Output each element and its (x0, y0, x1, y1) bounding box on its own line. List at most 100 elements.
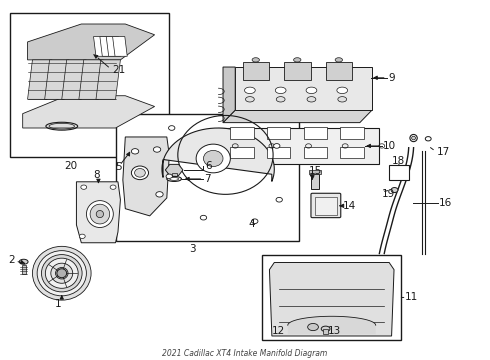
Ellipse shape (55, 267, 68, 279)
Ellipse shape (196, 144, 230, 173)
Ellipse shape (131, 149, 139, 154)
Bar (22, 265, 25, 274)
Ellipse shape (110, 185, 116, 189)
Ellipse shape (245, 96, 254, 102)
Ellipse shape (156, 192, 163, 197)
Ellipse shape (273, 144, 280, 148)
Ellipse shape (251, 219, 258, 224)
Ellipse shape (200, 215, 207, 220)
Text: 4: 4 (249, 219, 255, 229)
Bar (262, 255, 401, 339)
Text: 16: 16 (439, 198, 452, 208)
Polygon shape (100, 37, 115, 56)
Ellipse shape (425, 136, 431, 141)
Ellipse shape (86, 201, 113, 228)
Ellipse shape (252, 58, 259, 62)
Text: 21: 21 (112, 64, 125, 75)
Text: 20: 20 (64, 161, 77, 171)
Bar (304, 147, 327, 158)
Text: 6: 6 (205, 161, 212, 171)
Bar (340, 147, 364, 158)
Ellipse shape (203, 150, 223, 167)
Bar (284, 62, 311, 80)
Ellipse shape (276, 197, 282, 202)
Polygon shape (106, 37, 121, 56)
Ellipse shape (308, 323, 319, 330)
Ellipse shape (153, 147, 161, 152)
Bar (230, 127, 254, 139)
Bar (172, 173, 176, 180)
Polygon shape (27, 24, 155, 60)
Ellipse shape (135, 168, 146, 177)
Bar (315, 197, 337, 215)
Ellipse shape (131, 166, 148, 180)
Ellipse shape (37, 251, 86, 296)
Ellipse shape (337, 87, 347, 94)
Polygon shape (123, 137, 169, 216)
Ellipse shape (46, 258, 78, 288)
Text: 17: 17 (437, 147, 450, 157)
Ellipse shape (335, 58, 343, 62)
Polygon shape (79, 60, 103, 99)
Bar (326, 62, 352, 80)
Ellipse shape (32, 246, 91, 300)
Ellipse shape (90, 204, 110, 224)
Ellipse shape (275, 87, 286, 94)
Ellipse shape (170, 177, 178, 180)
Bar (389, 165, 409, 180)
Bar (10, 13, 169, 157)
Bar (267, 127, 291, 139)
Text: 13: 13 (328, 326, 342, 336)
Ellipse shape (245, 87, 255, 94)
Bar (243, 62, 270, 80)
Bar (267, 147, 291, 158)
Text: 1: 1 (54, 299, 61, 309)
Ellipse shape (307, 96, 316, 102)
Polygon shape (62, 60, 86, 99)
Bar (116, 114, 299, 241)
Text: 10: 10 (383, 141, 396, 151)
Polygon shape (23, 96, 155, 128)
Polygon shape (76, 182, 121, 243)
Polygon shape (223, 67, 235, 123)
Polygon shape (165, 165, 183, 176)
Polygon shape (235, 67, 372, 110)
Ellipse shape (412, 136, 416, 140)
Ellipse shape (42, 255, 82, 292)
Polygon shape (223, 110, 372, 123)
Text: 15: 15 (309, 166, 322, 176)
FancyBboxPatch shape (311, 193, 341, 218)
Text: 3: 3 (189, 244, 196, 254)
Ellipse shape (391, 188, 398, 193)
Ellipse shape (306, 87, 317, 94)
Text: 5: 5 (116, 162, 122, 172)
Bar (309, 170, 321, 174)
Bar (304, 127, 327, 139)
Text: 12: 12 (272, 325, 285, 336)
Polygon shape (113, 37, 127, 56)
Ellipse shape (294, 58, 301, 62)
Polygon shape (94, 37, 108, 56)
Ellipse shape (166, 174, 172, 179)
Text: 7: 7 (204, 174, 211, 184)
Text: 14: 14 (343, 201, 356, 211)
Ellipse shape (338, 96, 346, 102)
Ellipse shape (79, 234, 85, 238)
Polygon shape (270, 262, 394, 336)
Ellipse shape (81, 185, 87, 189)
Bar (340, 127, 364, 139)
Ellipse shape (19, 259, 28, 264)
Polygon shape (27, 60, 52, 99)
Text: 19: 19 (382, 189, 395, 199)
Text: 2021 Cadillac XT4 Intake Manifold Diagram: 2021 Cadillac XT4 Intake Manifold Diagra… (162, 348, 328, 357)
Text: 18: 18 (392, 156, 405, 166)
Bar (218, 128, 379, 164)
Text: 9: 9 (388, 73, 395, 83)
Ellipse shape (276, 96, 285, 102)
Bar (311, 174, 319, 189)
Polygon shape (96, 60, 121, 99)
Ellipse shape (57, 269, 67, 278)
Ellipse shape (321, 326, 330, 332)
Bar (323, 329, 328, 334)
Ellipse shape (410, 134, 417, 141)
